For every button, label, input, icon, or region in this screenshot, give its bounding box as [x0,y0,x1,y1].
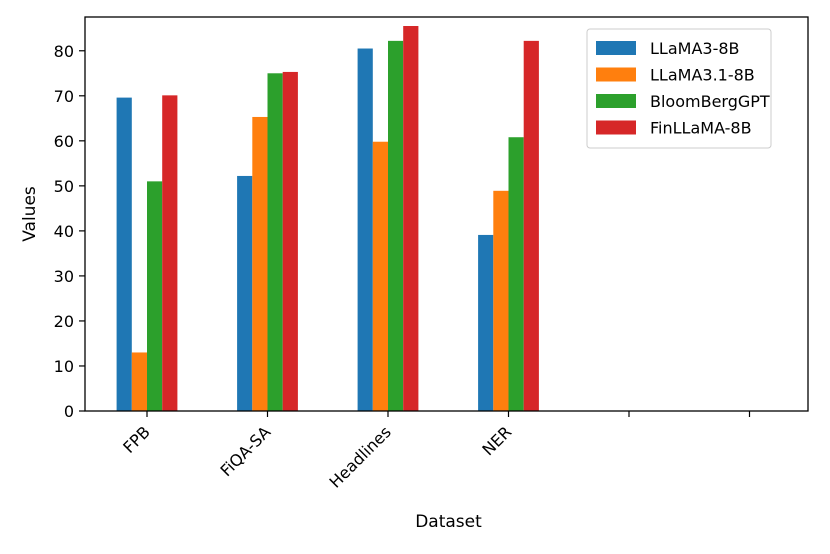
bar-llama3-8b-headlines [357,48,373,412]
y-tick-label: 20 [54,312,74,331]
x-tick-label: NER [478,422,515,459]
legend-swatch [596,120,636,135]
legend-label: LLaMA3-8B [650,39,740,58]
bar-llama3-8b-ner [478,234,494,411]
x-axis-label: Dataset [415,512,482,532]
x-tick-label: Headlines [325,422,394,491]
y-tick-label: 30 [54,267,74,286]
legend-box [586,28,772,149]
bar-llama3-8b-fpb [116,97,132,412]
legend-swatch [596,41,636,55]
bar-bloomberggpt-headlines [388,40,404,411]
y-tick-label: 60 [54,132,74,151]
bar-finllama-8b-fpb [162,95,178,411]
y-tick-label: 80 [54,42,74,61]
x-tick-label: FPB [119,422,154,457]
y-tick-label: 10 [54,357,74,376]
legend-label: FinLLaMA-8B [650,119,752,138]
bar-bloomberggpt-fpb [147,181,163,411]
bar-llama3-8b-fiqa-sa [237,175,253,411]
bar-llama3-1-8b-headlines [372,141,388,412]
bar-finllama-8b-headlines [403,26,419,412]
y-tick-label: 70 [54,87,74,106]
y-tick-label: 0 [64,402,74,421]
y-tick-label: 50 [54,177,74,196]
bar-finllama-8b-ner [523,40,539,411]
legend-swatch [596,67,636,82]
y-axis: 0 10 20 30 40 50 60 70 80 [54,42,85,421]
y-axis-label: Values [20,186,40,242]
bar-llama3-1-8b-ner [493,190,509,411]
plot-frame [84,16,809,412]
x-axis: FPB FiQA-SA Headlines NER [119,411,751,492]
bar-bloomberggpt-fiqa-sa [267,73,283,412]
x-tick-label: FiQA-SA [216,422,274,480]
bar-finllama-8b-fiqa-sa [282,71,298,411]
legend-label: BloomBergGPT [650,92,770,111]
y-tick-label: 40 [54,222,74,241]
legend-label: LLaMA3.1-8B [650,66,755,85]
legend-swatch [596,94,636,108]
bar-bloomberggpt-ner [508,137,524,411]
bar-llama3-1-8b-fpb [131,352,147,411]
bar-llama3-1-8b-fiqa-sa [252,116,268,411]
bars-group [116,26,539,412]
legend: LLaMA3-8B LLaMA3.1-8B BloomBergGPT FinLLaMA… [586,28,772,149]
